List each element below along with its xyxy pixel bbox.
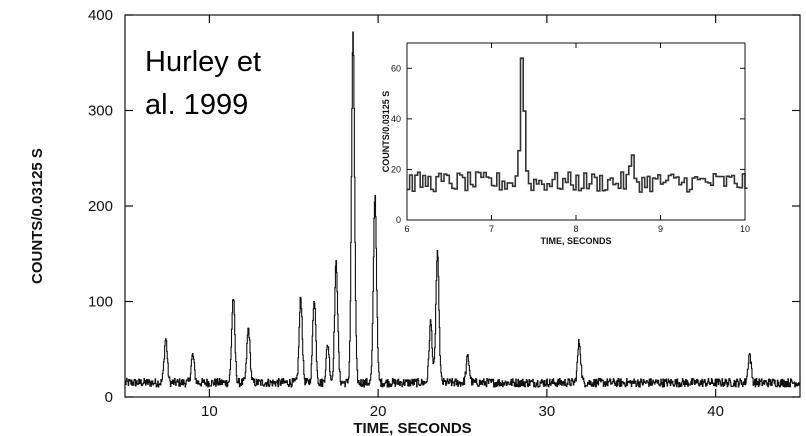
- main-light-curve-series: [124, 31, 801, 388]
- main-x-tick-label: 10: [201, 403, 218, 420]
- inset-background: [377, 38, 755, 250]
- main-y-tick-label: 400: [88, 7, 113, 24]
- inset-tick-group: 0 20 40 60 6 7 8 9 10: [391, 43, 750, 234]
- main-y-tick-label: 200: [88, 198, 113, 215]
- main-x-tick-label: 20: [370, 403, 387, 420]
- inset-y-tick-label: 20: [391, 164, 401, 174]
- inset-x-tick-label: 8: [573, 224, 578, 234]
- main-x-axis-title: TIME, SECONDS: [353, 420, 471, 436]
- inset-light-curve-series: [407, 57, 748, 193]
- annotation-line-1: Hurley et: [145, 46, 261, 78]
- inset-x-tick-label: 6: [404, 224, 409, 234]
- inset-x-axis-title: TIME, SECONDS: [540, 236, 611, 246]
- inset-y-tick-label: 0: [396, 215, 401, 225]
- main-x-tick-label: 30: [539, 403, 556, 420]
- main-y-axis-title: COUNTS/0.03125 S: [29, 148, 46, 284]
- inset-x-tick-label: 10: [740, 224, 750, 234]
- inset-x-tick-label: 7: [489, 224, 494, 234]
- annotation-line-2: al. 1999: [145, 89, 248, 121]
- main-y-tick-label: 0: [105, 389, 113, 406]
- inset-y-tick-label: 60: [391, 63, 401, 73]
- inset-plot: 0 20 40 60 6 7 8 9 10 TIME, SECONDS COUNTS/0.031…: [377, 38, 755, 250]
- inset-y-axis-title: COUNTS/0.03125 S: [381, 91, 391, 173]
- main-x-tick-label: 40: [707, 403, 724, 420]
- main-y-tick-label: 100: [88, 294, 113, 311]
- main-y-tick-label: 300: [88, 103, 113, 120]
- inset-x-tick-label: 9: [658, 224, 663, 234]
- inset-y-tick-label: 40: [391, 114, 401, 124]
